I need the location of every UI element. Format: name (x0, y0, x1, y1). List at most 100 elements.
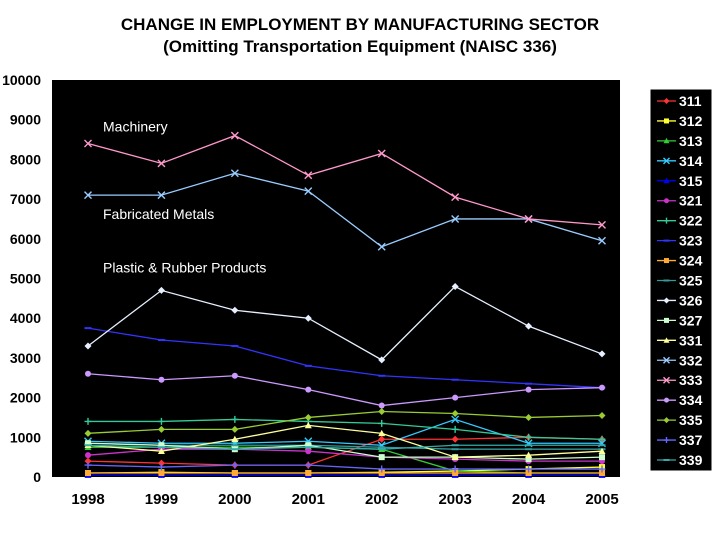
series-line (87, 424, 603, 458)
data-point (377, 149, 386, 158)
legend-item: 315 (657, 173, 703, 189)
legend-label: 321 (679, 193, 703, 209)
data-point (378, 435, 386, 443)
legend-item: 333 (657, 372, 703, 388)
series-314 (84, 415, 606, 450)
legend-label: 324 (679, 253, 703, 269)
data-point (378, 429, 386, 437)
series-line (87, 134, 603, 226)
series-line (88, 172, 603, 248)
legend-label: 335 (679, 412, 703, 428)
legend-label: 326 (679, 292, 703, 308)
data-point (525, 465, 533, 473)
x-tick-label: 1999 (145, 491, 178, 508)
data-point (304, 421, 312, 429)
y-tick-label: 6000 (10, 231, 41, 247)
y-tick-label: 10000 (2, 72, 41, 88)
data-point (231, 435, 239, 443)
data-point (158, 376, 165, 383)
data-point (230, 169, 239, 178)
series-layer (84, 131, 606, 478)
legend-item: 335 (657, 412, 703, 428)
data-point (157, 286, 165, 294)
data-point (598, 435, 606, 443)
annotation-label: Plastic & Rubber Products (103, 260, 266, 276)
data-point (598, 447, 606, 454)
series-line (87, 436, 603, 466)
data-point (451, 435, 459, 443)
data-point (157, 459, 165, 467)
x-tick-label: 2001 (292, 491, 325, 508)
y-tick-label: 3000 (10, 350, 41, 366)
series-line (87, 442, 603, 460)
legend-label: 315 (679, 173, 703, 189)
data-point (599, 470, 605, 477)
y-axis: 0 1000 2000 3000 4000 5000 6000 7000 8000 9000 100… (2, 72, 41, 485)
legend-item: 334 (657, 392, 703, 408)
series-335 (84, 407, 606, 437)
data-point (525, 470, 532, 477)
legend-marker (663, 337, 670, 343)
legend-item: 339 (657, 452, 703, 468)
annotation-label: Fabricated Metals (103, 206, 214, 222)
data-point (304, 314, 312, 322)
legend-marker (663, 98, 670, 104)
legend-label: 337 (679, 432, 703, 448)
data-point (378, 454, 385, 461)
y-tick-label: 1000 (10, 429, 41, 445)
chart-title-block: CHANGE IN EMPLOYMENT BY MANUFACTURING SE… (0, 14, 720, 58)
data-point (158, 470, 165, 477)
legend-marker (664, 258, 669, 264)
data-point (231, 306, 239, 314)
y-tick-label: 2000 (10, 390, 41, 406)
legend-marker (664, 198, 669, 204)
data-point (230, 131, 239, 140)
data-point (598, 220, 606, 229)
legend-item: 327 (657, 312, 703, 328)
data-point (451, 415, 460, 424)
data-point (378, 402, 385, 409)
data-point (451, 409, 459, 417)
data-point (231, 372, 238, 379)
legend-item: 313 (657, 133, 703, 149)
data-point (525, 451, 533, 458)
y-tick-label: 8000 (10, 151, 41, 167)
series-324 (85, 470, 605, 477)
x-tick-label: 2002 (365, 491, 398, 508)
legend-label: 325 (679, 273, 703, 289)
data-point (525, 386, 532, 393)
data-point (525, 433, 533, 441)
data-point (231, 425, 239, 433)
series-334 (85, 370, 605, 409)
data-point (305, 470, 312, 477)
data-point (157, 425, 165, 433)
data-point (305, 386, 312, 393)
data-point (378, 407, 386, 415)
data-point (452, 394, 459, 401)
series-line (87, 327, 603, 389)
series-line (87, 464, 602, 470)
data-point (452, 470, 459, 477)
legend-item: 337 (657, 432, 703, 448)
data-point (451, 453, 459, 460)
y-tick-label: 7000 (10, 191, 41, 207)
data-point (598, 465, 606, 473)
data-point (85, 470, 91, 477)
data-point (304, 187, 313, 196)
data-point (378, 465, 386, 473)
legend-item: 331 (657, 332, 703, 348)
legend-label: 322 (679, 213, 703, 229)
legend-item: 322 (657, 213, 703, 229)
legend-marker (663, 177, 670, 184)
series-326 (84, 282, 606, 364)
legend-marker (663, 437, 670, 444)
legend-label: 312 (679, 113, 703, 129)
annotations: Machinery Fabricated Metals Plastic & Rubb… (103, 119, 266, 276)
series-line (88, 418, 603, 440)
data-point (378, 356, 386, 364)
plot-area (52, 80, 620, 477)
legend-item: 314 (657, 153, 703, 169)
legend-label: 327 (679, 312, 703, 328)
series-339 (84, 444, 606, 451)
series-332 (84, 169, 606, 251)
